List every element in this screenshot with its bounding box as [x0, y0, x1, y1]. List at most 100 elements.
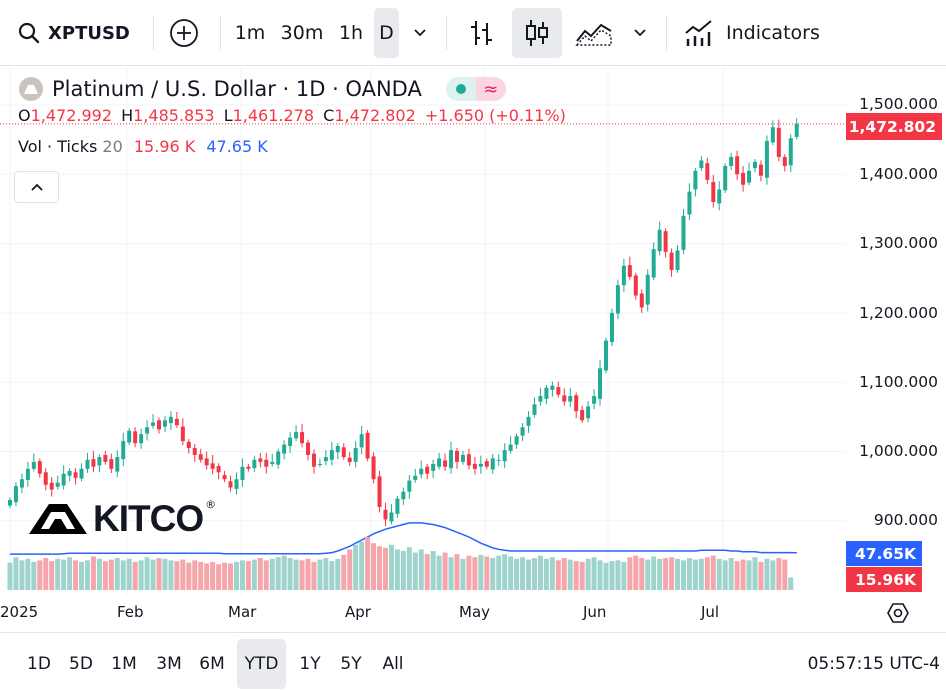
- approx-icon: ≈: [475, 77, 506, 101]
- candle-body: [49, 482, 54, 490]
- volume-bar: [686, 558, 692, 590]
- top-toolbar: XPTUSD 1m 30m 1h D: [0, 0, 946, 66]
- compare-symbol-button[interactable]: [164, 8, 204, 58]
- candle-body: [723, 165, 728, 191]
- kitco-logo-icon: [29, 504, 87, 534]
- range-5d[interactable]: 5D: [62, 639, 100, 689]
- interval-dropdown[interactable]: [406, 8, 434, 58]
- candle-body: [73, 472, 78, 478]
- candle-body: [55, 482, 60, 487]
- candle-body: [168, 416, 173, 424]
- volume-bar: [460, 558, 466, 590]
- range-1m[interactable]: 1M: [105, 639, 143, 689]
- price-tick: 1,500.000: [859, 95, 938, 113]
- interval-30m[interactable]: 30m: [276, 8, 328, 58]
- interval-1h[interactable]: 1h: [332, 8, 370, 58]
- volume-bar: [531, 558, 537, 590]
- candle-body: [604, 340, 608, 371]
- chevron-down-icon: [634, 29, 646, 37]
- volume-ma-value: 47.65 K: [206, 137, 268, 156]
- range-1d[interactable]: 1D: [20, 639, 58, 689]
- candle-body: [300, 432, 305, 444]
- candle-body: [526, 416, 531, 426]
- range-ytd[interactable]: YTD: [237, 639, 286, 689]
- volume-bar: [484, 556, 490, 590]
- candle-body: [574, 395, 579, 412]
- volume-bar: [49, 561, 55, 590]
- timezone-clock[interactable]: 05:57:15 UTC-4: [780, 639, 940, 689]
- chart-settings-button[interactable]: [886, 601, 910, 625]
- candle-body: [127, 430, 132, 443]
- candle-body: [353, 448, 358, 462]
- volume-bar: [341, 554, 347, 590]
- range-5y[interactable]: 5Y: [333, 639, 369, 689]
- search-icon: [18, 22, 40, 44]
- price-tick: 1,000.000: [859, 442, 938, 460]
- candle-body: [484, 461, 489, 467]
- volume-bar: [228, 563, 234, 590]
- chart-style-dropdown[interactable]: [626, 8, 654, 58]
- volume-bar: [639, 558, 645, 590]
- candle-body: [437, 458, 442, 467]
- indicators-button[interactable]: Indicators: [684, 8, 824, 58]
- candle-body: [693, 170, 698, 190]
- interval-label: 1m: [234, 22, 266, 44]
- volume-bar: [335, 558, 341, 590]
- status-pill[interactable]: ≈: [445, 77, 506, 101]
- range-1y[interactable]: 1Y: [292, 639, 328, 689]
- interval-d[interactable]: D: [374, 8, 399, 58]
- volume-bar: [108, 559, 114, 590]
- candles-icon: [526, 20, 548, 46]
- symbol-search-button[interactable]: XPTUSD: [18, 8, 138, 58]
- range-all[interactable]: All: [374, 639, 412, 689]
- range-6m[interactable]: 6M: [193, 639, 231, 689]
- clock-text: 05:57:15 UTC-4: [807, 654, 940, 674]
- area-style-button[interactable]: [572, 8, 616, 58]
- interval-label: D: [379, 22, 394, 44]
- divider: [666, 16, 667, 50]
- volume-bar: [168, 560, 174, 590]
- volume-bar: [782, 559, 788, 590]
- volume-bar: [132, 561, 138, 590]
- candle-body: [174, 418, 179, 426]
- candles-style-button[interactable]: [512, 8, 562, 58]
- candle-body: [162, 420, 167, 427]
- candle-body: [425, 466, 430, 474]
- plus-circle-icon: [170, 19, 198, 47]
- volume-bar: [698, 558, 704, 590]
- symbol-title[interactable]: Platinum / U.S. Dollar · 1D · OANDA: [52, 77, 422, 101]
- bar-style-button[interactable]: [460, 8, 502, 58]
- volume-bar: [645, 559, 651, 590]
- candle-body: [311, 453, 316, 467]
- close-label: C: [323, 106, 335, 125]
- range-3m[interactable]: 3M: [150, 639, 188, 689]
- candle-body: [520, 427, 525, 436]
- price-tick: 1,400.000: [859, 165, 938, 183]
- volume-bar: [758, 561, 764, 590]
- candle-body: [103, 454, 108, 462]
- volume-bar: [299, 560, 305, 590]
- candle-body: [389, 512, 394, 522]
- candle-body: [407, 480, 412, 492]
- chevron-down-icon: [414, 29, 426, 37]
- candle-body: [222, 475, 227, 480]
- divider: [446, 16, 447, 50]
- volume-bar: [430, 551, 436, 590]
- candle-body: [246, 466, 251, 469]
- price-chart[interactable]: [0, 67, 946, 633]
- candle-body: [270, 461, 275, 464]
- bars-icon: [471, 21, 492, 45]
- candle-body: [639, 293, 644, 308]
- candle-body: [562, 395, 567, 402]
- volume-legend[interactable]: Vol · Ticks 20 15.96 K 47.65 K: [18, 137, 268, 156]
- volume-bar: [79, 561, 85, 590]
- low-value: 1,461.278: [232, 106, 315, 125]
- candle-body: [145, 427, 150, 434]
- interval-1m[interactable]: 1m: [228, 8, 272, 58]
- price-tick: 1,100.000: [859, 373, 938, 391]
- volume-bar: [347, 549, 353, 590]
- volume-bar: [621, 561, 627, 590]
- candle-body: [264, 459, 269, 467]
- collapse-legend-button[interactable]: [14, 171, 59, 203]
- volume-length: 20: [102, 137, 123, 156]
